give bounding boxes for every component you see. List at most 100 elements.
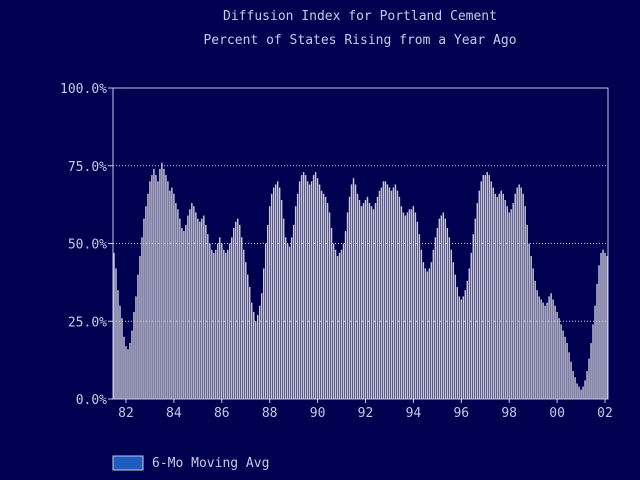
bar (388, 187, 391, 399)
bar (454, 274, 457, 399)
bar (137, 274, 139, 399)
bar (538, 296, 540, 399)
x-tick-label: 90 (310, 406, 326, 421)
y-tick-label: 0.0% (76, 393, 107, 408)
x-axis: 828486889092949698000204060810 (118, 399, 613, 421)
bar (306, 181, 309, 399)
bar (284, 237, 287, 399)
y-tick-label: 75.0% (68, 160, 107, 175)
bar (290, 237, 293, 399)
bar (428, 268, 431, 399)
bar (139, 255, 141, 399)
bar (368, 203, 371, 399)
bar (115, 268, 117, 399)
bar (416, 221, 419, 399)
bar (468, 268, 470, 399)
x-tick-label: 98 (501, 406, 517, 421)
bar (193, 206, 195, 399)
bar (203, 215, 205, 399)
bar (199, 221, 201, 399)
bar (342, 243, 345, 399)
bar (318, 184, 321, 399)
bar (247, 274, 249, 399)
bar (600, 252, 602, 399)
bar (498, 193, 500, 399)
bar (396, 190, 399, 399)
bar (394, 184, 397, 399)
bar (460, 299, 463, 399)
bar (219, 237, 221, 399)
bar (530, 255, 532, 399)
bar (163, 168, 165, 399)
bar (350, 184, 353, 399)
bar (300, 175, 303, 399)
bar (562, 330, 564, 399)
bar (456, 287, 459, 399)
bar (504, 199, 506, 399)
bar (292, 224, 295, 399)
bar (508, 212, 510, 399)
bar (432, 249, 435, 399)
bar (253, 311, 255, 399)
bar (436, 227, 439, 399)
bar (147, 193, 149, 399)
bar (476, 203, 478, 399)
bar (235, 221, 237, 399)
bar (328, 212, 331, 399)
bar (458, 296, 461, 399)
bar (117, 290, 119, 399)
bar (272, 187, 275, 399)
bar (245, 262, 247, 399)
bar (446, 227, 449, 399)
bar (304, 175, 307, 399)
bar (344, 231, 347, 399)
bar (594, 305, 596, 399)
bar (606, 255, 608, 399)
bar (554, 305, 556, 399)
bar (358, 199, 361, 399)
bar (159, 168, 161, 399)
bar (584, 380, 586, 399)
bar (223, 249, 225, 399)
bar (145, 206, 147, 399)
bar (516, 187, 518, 399)
bar (310, 181, 313, 399)
bar (326, 203, 329, 399)
bar (448, 237, 451, 399)
bar (440, 215, 443, 399)
bar (227, 249, 229, 399)
bar (312, 175, 315, 399)
bar (386, 184, 389, 399)
bar (596, 283, 598, 399)
bar (183, 231, 185, 399)
bar (374, 203, 377, 399)
y-axis: 0.0% 25.0% 50.0% 75.0% 100.0% (60, 82, 113, 408)
x-tick-label: 02 (597, 406, 613, 421)
bar (474, 218, 476, 399)
bar (191, 203, 193, 399)
bar (280, 199, 283, 399)
bar (364, 199, 367, 399)
bar (430, 262, 433, 399)
bar (131, 330, 133, 399)
bar (382, 181, 385, 399)
bar (506, 206, 508, 399)
bar (514, 193, 516, 399)
y-tick-label: 100.0% (60, 82, 107, 97)
x-tick-label: 88 (262, 406, 278, 421)
bar (157, 181, 159, 399)
bar (221, 243, 223, 399)
bar (288, 246, 291, 399)
bar (486, 171, 488, 399)
bar (390, 190, 393, 399)
bar (526, 224, 528, 399)
bar (233, 227, 235, 399)
bar (532, 268, 534, 399)
x-tick-label: 84 (166, 406, 182, 421)
bar (320, 190, 323, 399)
bar (211, 249, 213, 399)
bar (278, 187, 281, 399)
bar (392, 187, 395, 399)
bar (181, 227, 183, 399)
bar (414, 212, 417, 399)
